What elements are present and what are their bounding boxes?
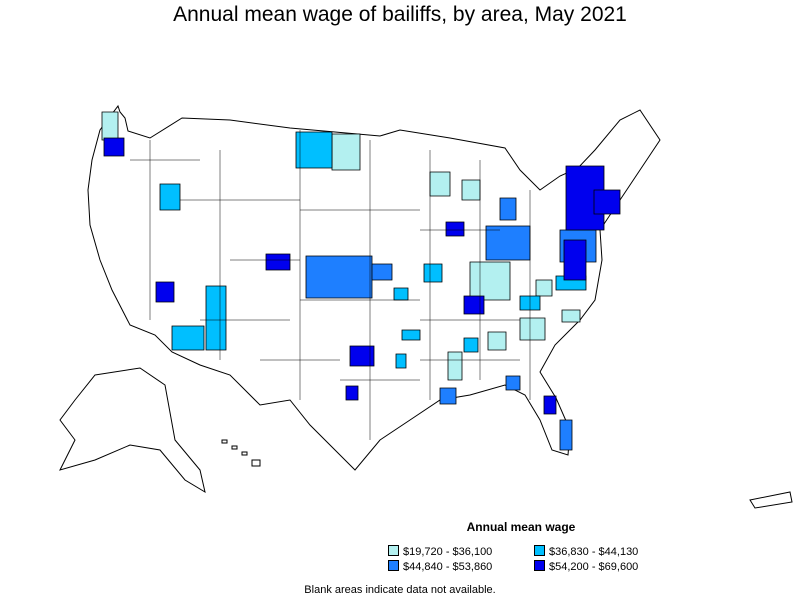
legend-item-3: $44,840 - $53,860	[388, 560, 492, 574]
puerto-rico	[749, 491, 793, 509]
map-title: Annual mean wage of bailiffs, by area, M…	[173, 3, 627, 26]
wage-areas	[101, 111, 621, 451]
legend-item-2: $36,830 - $44,130	[534, 545, 638, 559]
legend-swatch-2	[534, 545, 545, 556]
legend-swatch-3	[388, 560, 399, 571]
alaska-outline	[59, 367, 206, 494]
area-borders	[130, 130, 531, 440]
legend-label-4: $54,200 - $69,600	[549, 561, 639, 573]
legend-title: Annual mean wage	[466, 520, 576, 534]
blank-areas-note: Blank areas indicate data not available.	[304, 584, 496, 596]
legend-label-1: $19,720 - $36,100	[403, 546, 493, 558]
legend-swatch-4	[534, 560, 545, 571]
legend-item-4: $54,200 - $69,600	[534, 560, 638, 574]
hawaii-islands	[221, 439, 261, 467]
legend-item-1: $19,720 - $36,100	[388, 545, 492, 559]
legend-label-2: $36,830 - $44,130	[549, 546, 639, 558]
legend-swatch-1	[388, 545, 399, 556]
legend-label-3: $44,840 - $53,860	[403, 561, 493, 573]
